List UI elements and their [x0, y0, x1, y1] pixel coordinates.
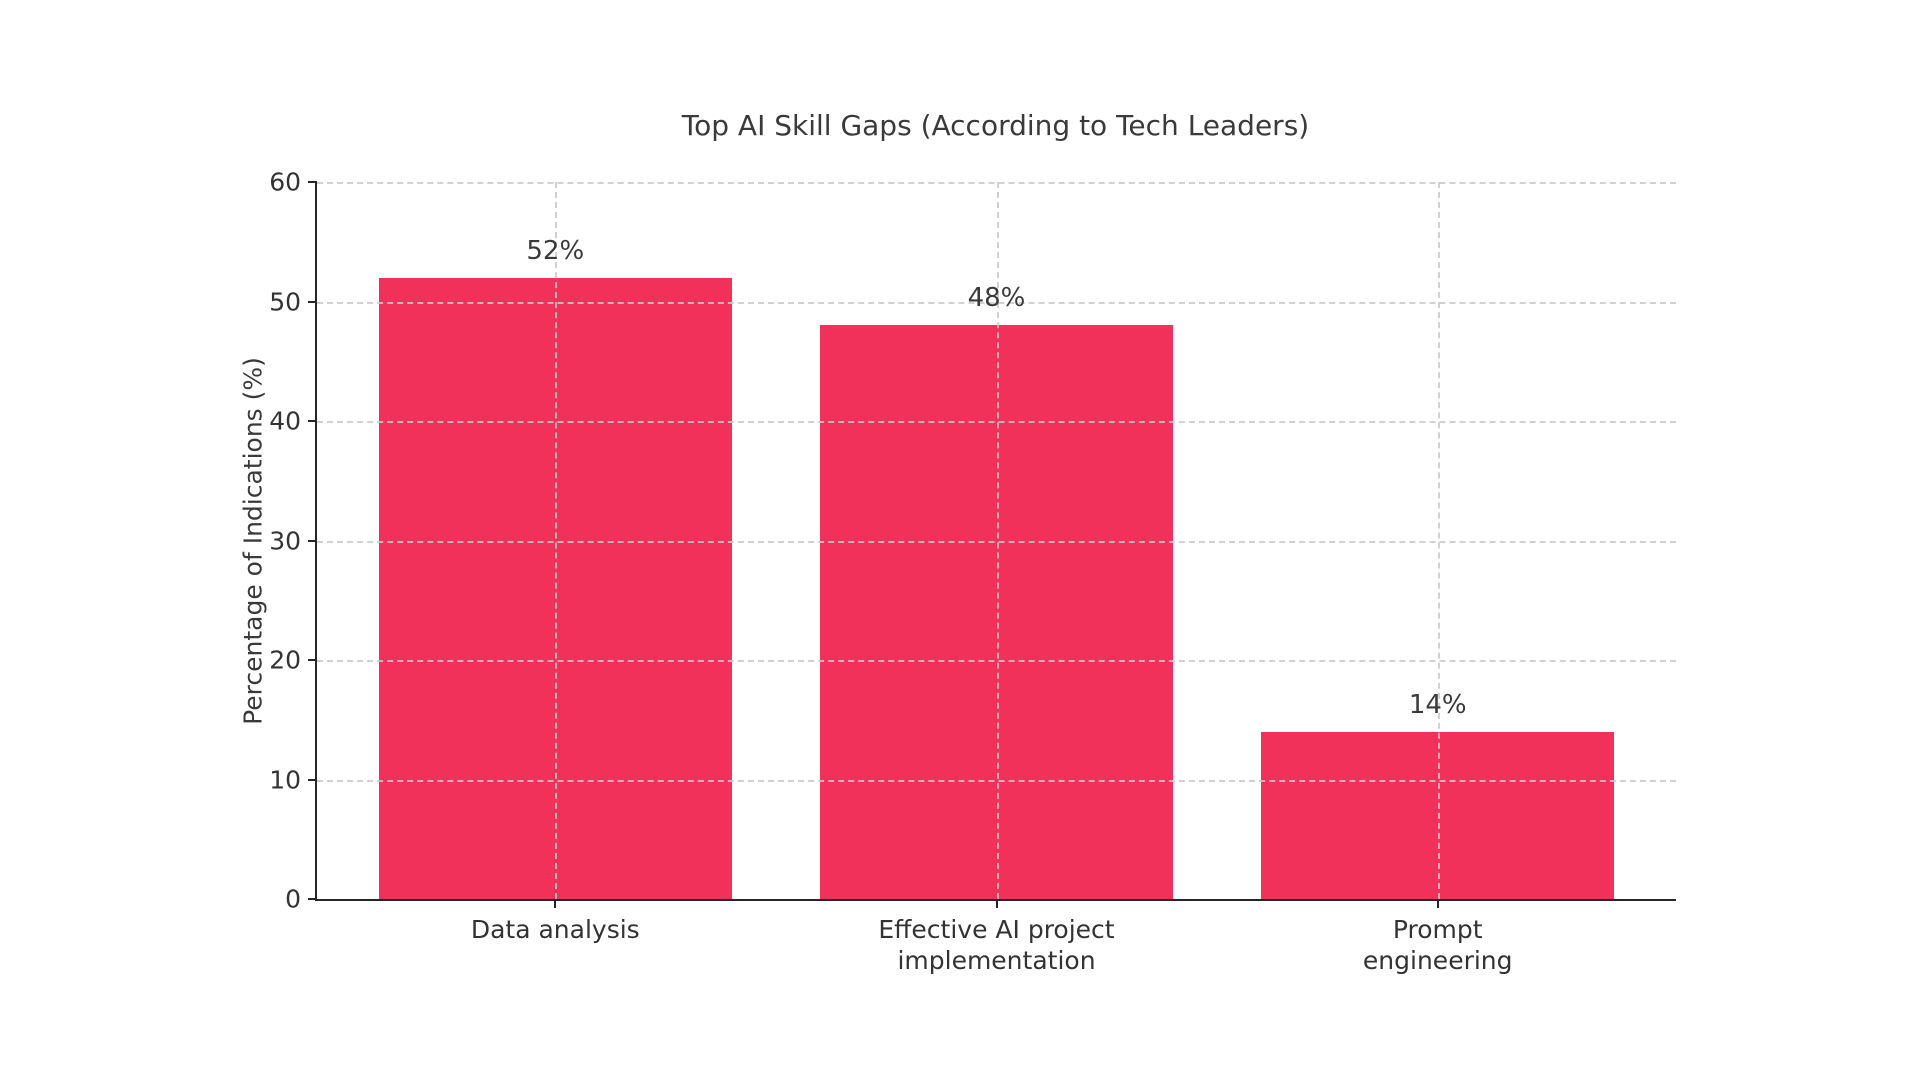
bar-value-label: 48% — [967, 283, 1026, 314]
y-tick-mark — [308, 898, 317, 900]
y-tick-mark — [308, 659, 317, 661]
chart-title: Top AI Skill Gaps (According to Tech Lea… — [681, 109, 1310, 142]
y-tick-mark — [308, 539, 317, 542]
y-tick-mark — [308, 420, 317, 422]
bar-value-label: 14% — [1408, 689, 1467, 720]
y-tick-mark — [308, 778, 317, 781]
plot-area: 0 10 20 30 40 50 60 52% Data analysis 48% Effectiv… — [269, 170, 1676, 975]
y-tick-label: 30 — [269, 526, 301, 555]
y-axis-label: Percentage of Indications (%) — [238, 357, 268, 725]
y-tick-label: 0 — [285, 884, 301, 914]
y-tick-mark — [308, 300, 317, 303]
x-tick-mark — [995, 899, 998, 908]
x-tick-mark — [554, 899, 557, 908]
bar-value-label: 52% — [526, 235, 585, 266]
x-tick-label: Data analysis — [470, 915, 640, 944]
x-tick-mark — [1436, 899, 1439, 908]
bar — [378, 277, 732, 899]
y-tick-label: 60 — [269, 167, 301, 197]
gridline-vertical — [555, 182, 558, 899]
x-tick-label: Prompt engineering — [1362, 915, 1513, 976]
gridline-vertical — [996, 182, 999, 899]
y-tick-mark — [308, 181, 317, 183]
gridline-vertical — [1437, 182, 1440, 899]
y-tick-label: 20 — [269, 645, 301, 675]
y-tick-label: 50 — [269, 287, 301, 316]
y-tick-label: 40 — [269, 406, 301, 436]
y-tick-label: 10 — [269, 765, 301, 794]
x-tick-label: Effective AI project implementation — [878, 915, 1115, 976]
